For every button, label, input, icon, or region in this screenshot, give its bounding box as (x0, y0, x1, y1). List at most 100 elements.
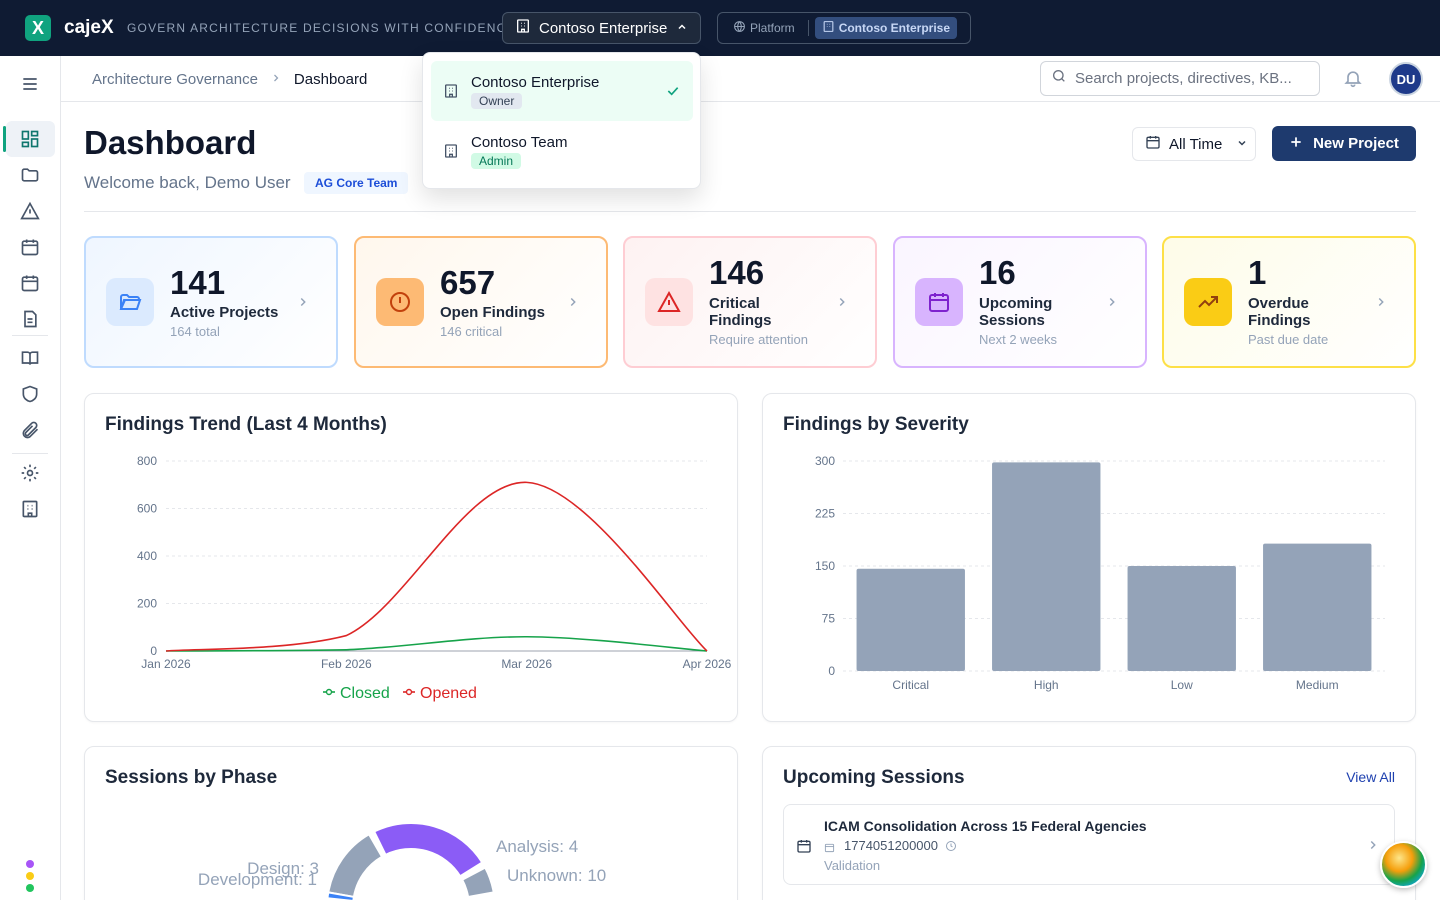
x-tick-label: High (1034, 678, 1059, 692)
stat-card-critical-findings[interactable]: 146 Critical Findings Require attention (623, 236, 877, 368)
stat-label: Active Projects (170, 304, 279, 321)
chevron-right-icon (1366, 838, 1380, 857)
bar-medium (1263, 543, 1372, 671)
stat-label: Critical Findings (709, 295, 772, 329)
title-divider (84, 211, 1416, 212)
calendar-icon[interactable] (18, 235, 42, 259)
breadcrumb-parent[interactable]: Architecture Governance (92, 71, 258, 88)
stat-subtext: Require attention (709, 332, 809, 347)
dashboard-icon[interactable] (18, 127, 42, 151)
status-dot-purple (26, 860, 34, 868)
user-avatar[interactable]: DU (1389, 62, 1423, 96)
view-all-link[interactable]: View All (1346, 769, 1395, 785)
paperclip-icon[interactable] (18, 418, 42, 442)
tagline: GOVERN ARCHITECTURE DECISIONS WITH CONFI… (127, 21, 516, 35)
pie-label: Design: 3 (247, 859, 319, 878)
pie-slice-2 (460, 866, 495, 899)
search-input[interactable] (1075, 70, 1305, 87)
legend-label: Closed (340, 685, 390, 702)
card-title: Sessions by Phase (105, 767, 278, 788)
stat-label: Upcoming Sessions (979, 295, 1053, 329)
findings-severity-card: Findings by Severity 0 75 150 225 300 Critica… (762, 393, 1416, 722)
calendar-grid-icon[interactable] (18, 271, 42, 295)
building-icon (443, 83, 459, 104)
chevron-right-icon (270, 71, 282, 88)
building-icon (822, 20, 835, 36)
sessions-phase-card: Sessions by Phase Analysis: 4 Unknown: 10… (84, 746, 738, 900)
welcome-text: Welcome back, Demo User (84, 173, 291, 192)
stat-card-overdue-findings[interactable]: 1 Overdue Findings Past due date (1162, 236, 1416, 368)
clock-icon (945, 839, 957, 857)
new-project-button[interactable]: New Project (1272, 126, 1416, 161)
brand-name[interactable]: cajeX (64, 17, 114, 38)
organization-icon[interactable] (18, 497, 42, 521)
y-tick-label: 400 (137, 549, 157, 563)
org-selector-label: Contoso Enterprise (539, 19, 668, 37)
status-dot-yellow (26, 872, 34, 880)
stat-card-upcoming-sessions[interactable]: 16 Upcoming Sessions Next 2 weeks (893, 236, 1147, 368)
context-platform[interactable]: Platform (726, 17, 802, 39)
search-icon (1051, 68, 1067, 89)
book-icon[interactable] (18, 346, 42, 370)
org-option-name: Contoso Enterprise (471, 74, 600, 91)
series-line-closed (165, 635, 708, 652)
org-option-contoso-enterprise[interactable]: Contoso Enterprise Owner (431, 61, 693, 121)
stat-card-active-projects[interactable]: 141 Active Projects 164 total (84, 236, 338, 368)
org-option-contoso-team[interactable]: Contoso Team Admin (431, 121, 693, 181)
folder-open-icon (106, 278, 154, 326)
findings-trend-card: Findings Trend (Last 4 Months) 0 200 400 60… (84, 393, 738, 722)
x-tick-label: Jan 2026 (141, 657, 191, 671)
stat-card-open-findings[interactable]: 657 Open Findings 146 critical (354, 236, 608, 368)
org-selector-button[interactable]: Contoso Enterprise (502, 12, 701, 44)
shield-icon[interactable] (18, 382, 42, 406)
check-icon (665, 83, 681, 104)
context-divider (807, 20, 809, 36)
app-logo[interactable]: X (25, 15, 51, 41)
settings-gear-icon[interactable] (18, 461, 42, 485)
series-line-opened (165, 481, 708, 652)
stat-subtext: 146 critical (440, 324, 503, 339)
assistant-globe-button[interactable] (1380, 841, 1427, 888)
header-divider (61, 101, 1440, 102)
stat-value: 657 (440, 264, 496, 301)
warning-icon[interactable] (18, 199, 42, 223)
bar-critical (856, 568, 965, 671)
org-dropdown: Contoso Enterprise Owner Contoso Team Ad… (422, 52, 701, 189)
menu-icon[interactable] (18, 72, 42, 96)
stat-value: 16 (979, 254, 1016, 291)
chevron-right-icon (566, 295, 580, 312)
chevron-right-icon (296, 295, 310, 312)
pie-label: Unknown: 10 (507, 866, 606, 885)
org-role-badge: Owner (471, 93, 523, 109)
y-tick-label: 300 (815, 454, 835, 468)
y-tick-label: 200 (137, 597, 157, 611)
y-tick-label: 150 (815, 559, 835, 573)
notification-bell-icon[interactable] (1343, 68, 1363, 93)
folder-icon[interactable] (18, 163, 42, 187)
context-org-label: Contoso Enterprise (838, 21, 951, 35)
team-badge: AG Core Team (304, 172, 409, 194)
time-filter-dropdown[interactable]: All Time (1132, 127, 1256, 161)
session-item[interactable]: ICAM Consolidation Across 15 Federal Age… (783, 804, 1395, 885)
y-tick-label: 75 (822, 612, 836, 626)
context-org[interactable]: Contoso Enterprise (814, 17, 958, 39)
warning-triangle-icon (645, 278, 693, 326)
new-project-label: New Project (1313, 135, 1399, 152)
findings-trend-chart: 0 200 400 600 800 Jan 2026 Feb 2026 Mar 2026 Apr… (137, 454, 732, 702)
chevron-right-icon (835, 295, 849, 312)
document-icon[interactable] (18, 307, 42, 331)
calendar-icon (1145, 134, 1161, 154)
stat-subtext: Next 2 weeks (979, 332, 1058, 347)
stat-subtext: 164 total (170, 324, 220, 339)
bar-high (992, 462, 1101, 671)
stat-value: 141 (170, 264, 226, 301)
y-tick-label: 0 (828, 664, 835, 678)
sidebar-divider (12, 335, 48, 336)
sidebar-active-indicator (3, 126, 6, 152)
context-platform-label: Platform (750, 21, 795, 35)
globe-icon (733, 20, 746, 36)
breadcrumb-current: Dashboard (293, 71, 368, 88)
chevron-right-icon (1105, 295, 1119, 312)
org-option-name: Contoso Team (471, 134, 568, 151)
legend-marker-dot (325, 688, 333, 696)
